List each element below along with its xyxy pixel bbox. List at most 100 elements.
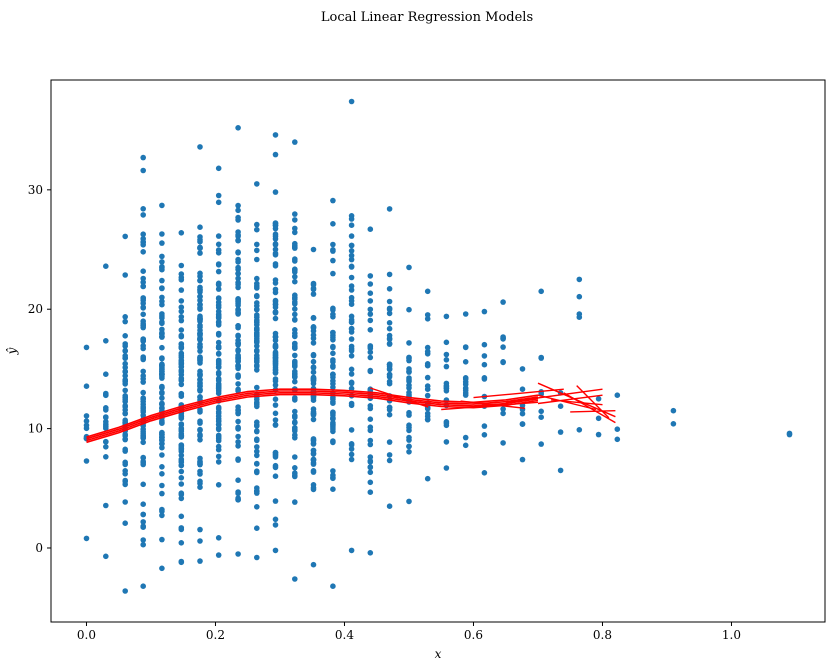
scatter-point xyxy=(310,416,317,423)
scatter-point xyxy=(215,311,222,318)
x-tick-label: 0.8 xyxy=(593,628,612,642)
scatter-point xyxy=(272,304,279,311)
scatter-point xyxy=(178,462,185,469)
scatter-point xyxy=(122,461,128,468)
scatter-point xyxy=(197,322,203,329)
scatter-point xyxy=(348,222,355,228)
scatter-point xyxy=(348,336,355,342)
scatter-point xyxy=(253,419,260,426)
scatter-point xyxy=(462,392,469,398)
scatter-point xyxy=(330,438,336,444)
scatter-point xyxy=(122,410,128,417)
scatter-point xyxy=(367,345,374,352)
scatter-point xyxy=(253,452,260,459)
scatter-point xyxy=(272,330,279,337)
scatter-point xyxy=(538,414,544,421)
scatter-point xyxy=(292,345,298,351)
scatter-point xyxy=(140,304,146,311)
scatter-point xyxy=(292,454,298,460)
scatter-point xyxy=(424,312,431,318)
scatter-point xyxy=(500,335,506,341)
scatter-point xyxy=(272,344,279,351)
scatter-point xyxy=(197,558,203,564)
scatter-point xyxy=(330,486,336,493)
scatter-point xyxy=(235,373,241,380)
scatter-point xyxy=(310,377,317,384)
scatter-point xyxy=(197,144,203,150)
scatter-point xyxy=(310,340,317,346)
scatter-point xyxy=(140,283,146,290)
scatter-point xyxy=(122,233,128,240)
scatter-point xyxy=(178,481,185,487)
scatter-point xyxy=(310,482,317,488)
scatter-point xyxy=(406,377,412,383)
scatter-point xyxy=(140,389,146,396)
scatter-point xyxy=(500,359,506,365)
scatter-point xyxy=(272,315,279,322)
scatter-point xyxy=(292,414,298,421)
scatter-point xyxy=(103,418,109,425)
scatter-point xyxy=(786,430,793,437)
scatter-point xyxy=(159,395,165,401)
scatter-point xyxy=(310,486,317,493)
scatter-point xyxy=(215,281,222,288)
scatter-point xyxy=(272,241,279,247)
scatter-point xyxy=(292,267,298,273)
scatter-point xyxy=(310,365,317,371)
scatter-point xyxy=(406,264,412,271)
scatter-point xyxy=(330,270,336,277)
scatter-point xyxy=(140,311,146,318)
scatter-point xyxy=(197,286,203,293)
scatter-point xyxy=(235,297,241,304)
scatter-point xyxy=(348,287,355,293)
scatter-point xyxy=(348,385,355,392)
scatter-point xyxy=(310,468,317,474)
scatter-point xyxy=(348,451,355,458)
scatter-point xyxy=(178,317,185,324)
scatter-point xyxy=(330,372,336,378)
scatter-point xyxy=(310,286,317,293)
scatter-point xyxy=(386,452,393,458)
scatter-point xyxy=(235,270,241,277)
scatter-point xyxy=(272,280,279,286)
scatter-point xyxy=(386,286,393,292)
scatter-point xyxy=(367,441,374,448)
scatter-point xyxy=(519,421,526,427)
scatter-point xyxy=(481,353,488,359)
scatter-point xyxy=(215,319,222,326)
scatter-point xyxy=(348,456,355,463)
x-tick-label: 0.2 xyxy=(206,628,225,642)
scatter-point xyxy=(386,325,393,332)
scatter-point xyxy=(178,344,185,350)
x-tick-label: 0.4 xyxy=(335,628,354,642)
scatter-point xyxy=(197,343,203,350)
scatter-point xyxy=(122,373,128,379)
scatter-point xyxy=(215,382,222,388)
scatter-point xyxy=(406,355,412,362)
scatter-point xyxy=(159,344,165,351)
scatter-point xyxy=(197,250,203,256)
scatter-point xyxy=(215,261,222,267)
scatter-point xyxy=(406,340,412,346)
scatter-point xyxy=(330,311,336,318)
scatter-point xyxy=(253,247,260,254)
scatter-point xyxy=(83,413,90,419)
scatter-point xyxy=(253,293,260,300)
scatter-point xyxy=(122,353,128,359)
scatter-point xyxy=(614,392,621,399)
scatter-point xyxy=(159,512,165,519)
scatter-point xyxy=(500,299,506,305)
scatter-point xyxy=(159,437,165,444)
scatter-point xyxy=(103,371,109,378)
scatter-point xyxy=(330,420,336,426)
scatter-point xyxy=(197,484,203,491)
scatter-point xyxy=(348,325,355,332)
scatter-point xyxy=(330,359,336,365)
scatter-point xyxy=(235,348,241,354)
scatter-point xyxy=(406,385,412,391)
scatter-point xyxy=(272,376,279,382)
scatter-point xyxy=(253,335,260,342)
scatter-point xyxy=(103,454,109,460)
scatter-point xyxy=(235,207,241,214)
scatter-point xyxy=(159,253,165,260)
